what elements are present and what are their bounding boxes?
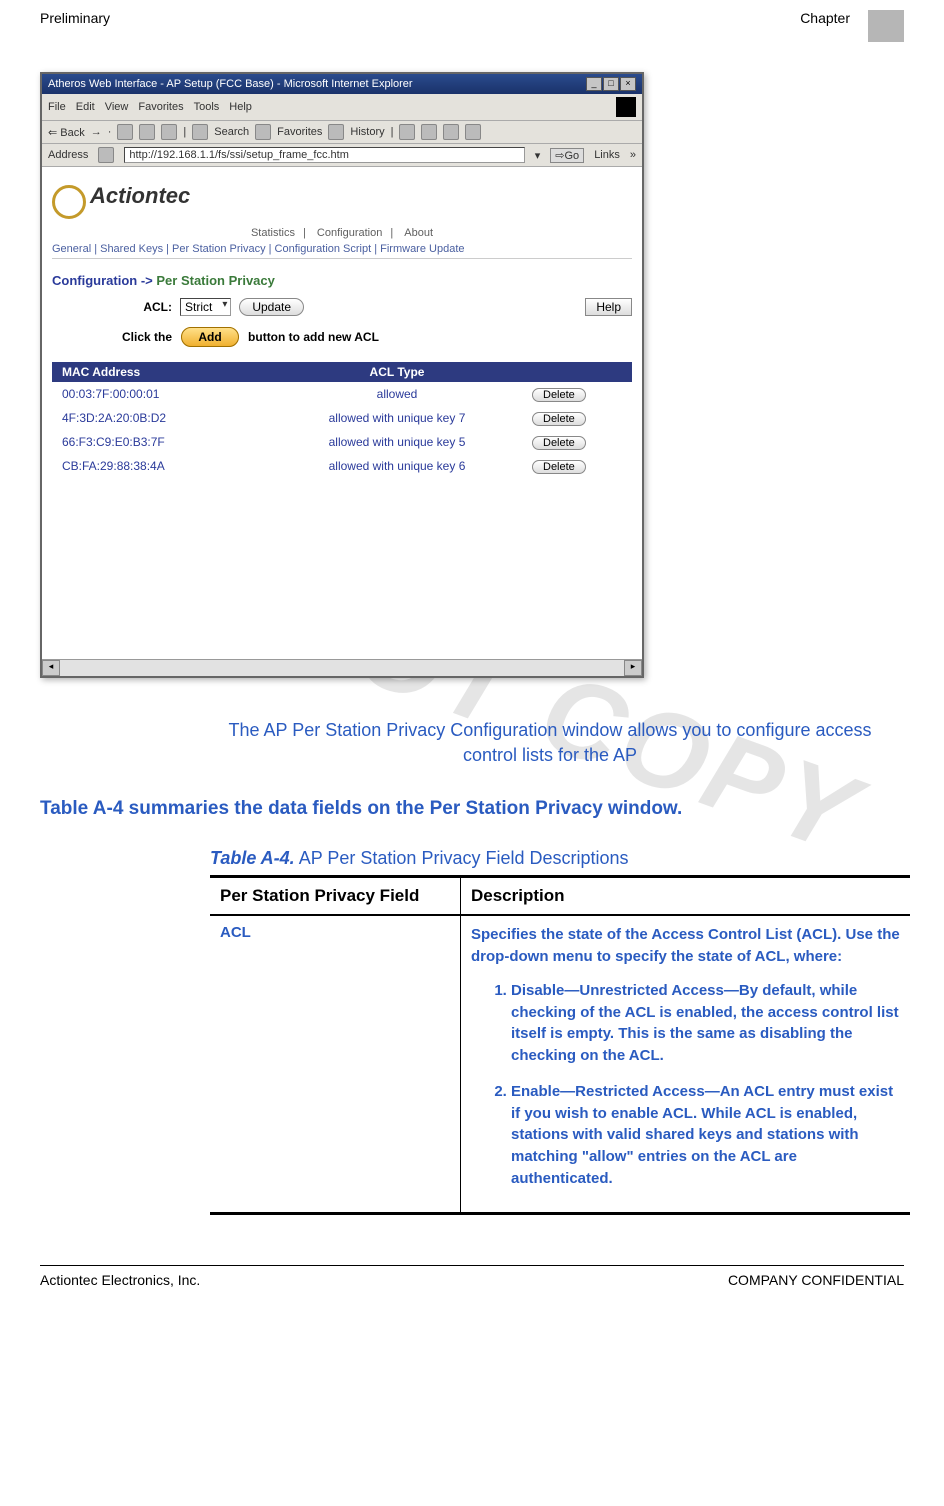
address-dropdown-icon[interactable]: ▾: [535, 149, 541, 162]
edit-icon[interactable]: [443, 124, 459, 140]
page-content: Actiontec Statistics| Configuration| Abo…: [42, 167, 642, 659]
sub-nav[interactable]: General | Shared Keys | Per Station Priv…: [52, 243, 632, 259]
brand-logo: Actiontec: [90, 183, 190, 209]
header-right: Chapter: [800, 10, 850, 42]
mail-icon[interactable]: [399, 124, 415, 140]
table-row: 66:F3:C9:E0:B3:7F allowed with unique ke…: [52, 430, 632, 454]
type-cell: allowed with unique key 7: [272, 408, 522, 428]
favorites-label[interactable]: Favorites: [277, 126, 322, 138]
table-row: 4F:3D:2A:20:0B:D2 allowed with unique ke…: [52, 406, 632, 430]
table-a4: Per Station Privacy Field Description AC…: [210, 875, 910, 1214]
delete-button[interactable]: Delete: [532, 436, 586, 450]
td-desc: Specifies the state of the Access Contro…: [461, 916, 910, 1211]
breadcrumb: Configuration -> Per Station Privacy: [52, 273, 632, 288]
home-icon[interactable]: [161, 124, 177, 140]
titlebar: Atheros Web Interface - AP Setup (FCC Ba…: [42, 74, 642, 94]
forward-button[interactable]: →: [91, 126, 102, 138]
delete-button[interactable]: Delete: [532, 412, 586, 426]
acl-select[interactable]: Strict: [180, 298, 231, 316]
menu-edit[interactable]: Edit: [76, 101, 95, 113]
back-button[interactable]: ⇐ Back: [48, 126, 85, 139]
add-button[interactable]: Add: [181, 327, 238, 347]
menu-help[interactable]: Help: [229, 101, 252, 113]
close-icon[interactable]: ×: [620, 77, 636, 91]
acl-label: ACL:: [52, 300, 180, 314]
history-label[interactable]: History: [350, 126, 384, 138]
scroll-right-icon[interactable]: ▸: [624, 660, 642, 676]
separator: |: [183, 126, 186, 138]
menu-favorites[interactable]: Favorites: [138, 101, 183, 113]
figure-caption: The AP Per Station Privacy Configuration…: [200, 718, 900, 768]
address-bar: Address http://192.168.1.1/fs/ssi/setup_…: [42, 144, 642, 167]
go-button[interactable]: ⇨Go: [550, 148, 584, 163]
page-footer: Actiontec Electronics, Inc. COMPANY CONF…: [40, 1265, 904, 1288]
links-label[interactable]: Links: [594, 149, 620, 161]
help-button[interactable]: Help: [585, 298, 632, 316]
browser-window: Atheros Web Interface - AP Setup (FCC Ba…: [40, 72, 644, 678]
print-icon[interactable]: [421, 124, 437, 140]
page-header: Preliminary Chapter: [40, 10, 904, 42]
tab-statistics[interactable]: Statistics: [251, 227, 295, 239]
add-row: Click the Add button to add new ACL: [122, 330, 632, 344]
favorites-icon[interactable]: [255, 124, 271, 140]
window-title: Atheros Web Interface - AP Setup (FCC Ba…: [48, 78, 413, 90]
minimize-icon[interactable]: _: [586, 77, 602, 91]
tab-configuration[interactable]: Configuration: [317, 227, 382, 239]
header-left: Preliminary: [40, 10, 110, 42]
table-row: CB:FA:29:88:38:4A allowed with unique ke…: [52, 454, 632, 478]
main-tabs: Statistics| Configuration| About: [52, 227, 632, 239]
search-icon[interactable]: [192, 124, 208, 140]
section-title: Per Station Privacy: [156, 273, 275, 288]
scroll-left-icon[interactable]: ◂: [42, 660, 60, 676]
delete-button[interactable]: Delete: [532, 388, 586, 402]
type-cell: allowed with unique key 6: [272, 456, 522, 476]
stop-icon[interactable]: [117, 124, 133, 140]
col-type: ACL Type: [272, 362, 522, 382]
delete-button[interactable]: Delete: [532, 460, 586, 474]
separator: |: [391, 126, 394, 138]
discuss-icon[interactable]: [465, 124, 481, 140]
update-button[interactable]: Update: [239, 298, 304, 316]
list-item: Disable—Unrestricted Access—By default, …: [511, 980, 900, 1067]
tab-about[interactable]: About: [404, 227, 433, 239]
maximize-icon[interactable]: □: [603, 77, 619, 91]
mac-cell: CB:FA:29:88:38:4A: [52, 456, 272, 476]
table-row: 00:03:7F:00:00:01 allowed Delete: [52, 382, 632, 406]
th-desc: Description: [461, 878, 910, 914]
separator: ·: [108, 126, 112, 138]
address-input[interactable]: http://192.168.1.1/fs/ssi/setup_frame_fc…: [124, 147, 524, 163]
chapter-box: [868, 10, 904, 42]
menu-tools[interactable]: Tools: [194, 101, 220, 113]
type-cell: allowed with unique key 5: [272, 432, 522, 452]
logo-swoosh-icon: [52, 185, 86, 219]
horizontal-scrollbar[interactable]: ◂ ▸: [42, 659, 642, 676]
mac-cell: 4F:3D:2A:20:0B:D2: [52, 408, 272, 428]
th-field: Per Station Privacy Field: [210, 878, 461, 914]
menu-view[interactable]: View: [105, 101, 129, 113]
history-icon[interactable]: [328, 124, 344, 140]
menu-file[interactable]: File: [48, 101, 66, 113]
ie-logo-icon: [616, 97, 636, 117]
menubar: File Edit View Favorites Tools Help: [42, 94, 642, 121]
col-mac: MAC Address: [52, 362, 272, 382]
table-a4-title: Table A-4. AP Per Station Privacy Field …: [210, 848, 904, 869]
type-cell: allowed: [272, 384, 522, 404]
acl-table-header: MAC Address ACL Type: [52, 362, 632, 382]
page-icon: [98, 147, 114, 163]
toolbar: ⇐ Back → · | Search Favorites History |: [42, 121, 642, 144]
mac-cell: 00:03:7F:00:00:01: [52, 384, 272, 404]
list-item: Enable—Restricted Access—An ACL entry mu…: [511, 1081, 900, 1190]
window-controls: _□×: [585, 77, 636, 91]
refresh-icon[interactable]: [139, 124, 155, 140]
summary-text: Table A-4 summaries the data fields on t…: [40, 798, 904, 820]
td-field: ACL: [210, 916, 461, 1211]
footer-right: COMPANY CONFIDENTIAL: [728, 1272, 904, 1288]
footer-left: Actiontec Electronics, Inc.: [40, 1272, 200, 1288]
links-chevron-icon[interactable]: »: [630, 149, 636, 161]
search-label[interactable]: Search: [214, 126, 249, 138]
mac-cell: 66:F3:C9:E0:B3:7F: [52, 432, 272, 452]
address-label: Address: [48, 149, 88, 161]
